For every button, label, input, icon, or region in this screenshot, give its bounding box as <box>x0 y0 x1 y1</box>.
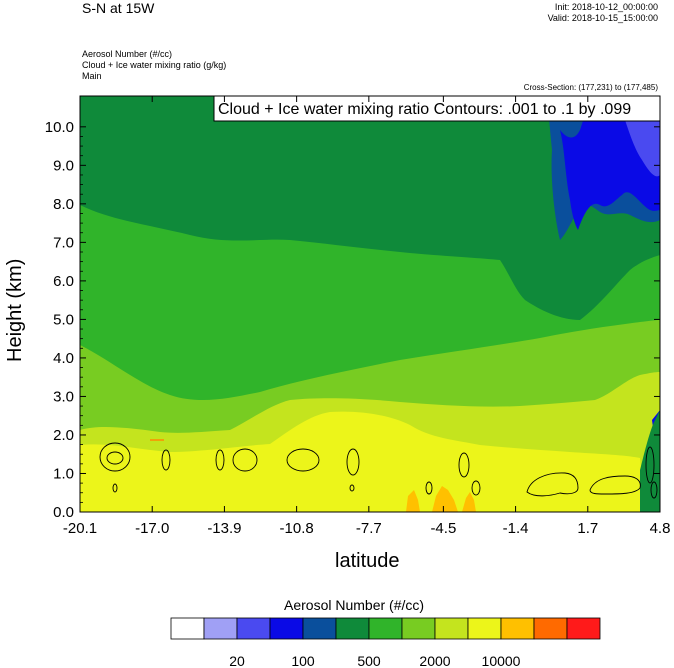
x-tick-label: 4.8 <box>650 520 671 537</box>
x-tick-label: -17.0 <box>135 520 169 537</box>
y-tick-label: 5.0 <box>53 311 74 328</box>
contour-15 <box>645 446 655 484</box>
colorbar-label: 100 <box>291 653 315 668</box>
contour-7 <box>286 448 320 472</box>
contour-9 <box>349 484 355 492</box>
field-aerosol: Aerosol Number (#/cc) <box>82 49 173 59</box>
shade-yellow <box>80 411 645 512</box>
shade-lower-right-green <box>640 410 660 512</box>
plot-title: S-N at 15W <box>82 0 155 16</box>
cross-section-label: Cross-Section: (177,231) to (177,485) <box>523 83 658 92</box>
colorbar-swatch <box>335 617 370 640</box>
x-tick-label: -20.1 <box>63 520 97 537</box>
y-tick-label: 7.0 <box>53 234 74 251</box>
y-axis: 0.0 1.0 2.0 3.0 4.0 5.0 6.0 7.0 8.0 9.0 10.0 <box>45 119 660 521</box>
colorbar-swatch <box>401 617 436 640</box>
colorbar-swatch <box>236 617 271 640</box>
colorbar-swatch <box>302 617 337 640</box>
contour-8 <box>346 448 360 476</box>
y-tick-label: 9.0 <box>53 157 74 174</box>
y-tick-label: 3.0 <box>53 388 74 405</box>
x-axis-label: latitude <box>335 550 400 572</box>
colorbar-swatch <box>269 617 304 640</box>
field-list: Aerosol Number (#/cc) Cloud + Ice water … <box>82 49 226 82</box>
contour-label-box <box>213 95 661 122</box>
colorbar-label: 500 <box>357 653 381 668</box>
field-cloud-ice: Cloud + Ice water mixing ratio (g/kg) <box>82 60 227 70</box>
x-tick-label: 1.7 <box>577 520 598 537</box>
y-tick-label: 8.0 <box>53 196 74 213</box>
contour-12 <box>471 480 481 496</box>
y-tick-label: 2.0 <box>53 427 74 444</box>
y-axis-label: Height (km) <box>4 258 26 362</box>
colorbar-swatch <box>434 617 469 640</box>
x-tick-label: -13.9 <box>207 520 241 537</box>
init-time: Init: 2018-10-12_00:00:00 <box>554 2 658 12</box>
colorbar-labels: 20 100 500 2000 10000 <box>229 653 520 668</box>
x-tick-label: -4.5 <box>430 520 456 537</box>
colorbar-label: 10000 <box>482 653 521 668</box>
colorbar-swatch <box>467 617 502 640</box>
contour-6 <box>232 448 258 472</box>
contour-13 <box>526 472 579 497</box>
colorbar <box>170 617 601 640</box>
colorbar-swatch <box>533 617 568 640</box>
contour-10 <box>425 481 433 495</box>
cloud-contours <box>99 442 658 499</box>
colorbar-swatch <box>170 617 205 640</box>
colorbar-title: Aerosol Number (#/cc) <box>284 597 425 613</box>
colorbar-swatch <box>500 617 535 640</box>
colorbar-swatch <box>368 617 403 640</box>
x-tick-label: -10.8 <box>280 520 314 537</box>
contour-5 <box>215 449 225 471</box>
y-tick-label: 4.0 <box>53 350 74 367</box>
contour-14 <box>589 475 641 495</box>
colorbar-swatch <box>203 617 238 640</box>
contour-label: Cloud + Ice water mixing ratio Contours:… <box>218 101 631 118</box>
contour-16 <box>650 481 658 499</box>
colorbar-label: 2000 <box>419 653 450 668</box>
contour-4 <box>161 449 171 471</box>
valid-time: Valid: 2018-10-15_15:00:00 <box>547 13 658 23</box>
colorbar-label: 20 <box>229 653 245 668</box>
contour-11 <box>458 452 470 478</box>
contour-1 <box>99 442 131 472</box>
contour-2 <box>106 451 124 465</box>
shade-orange-2 <box>432 486 458 512</box>
y-tick-label: 1.0 <box>53 465 74 482</box>
x-tick-label: -7.7 <box>356 520 382 537</box>
y-tick-label: 0.0 <box>53 504 74 521</box>
field-main: Main <box>82 71 102 81</box>
x-tick-label: -1.4 <box>503 520 529 537</box>
colorbar-swatch <box>566 617 601 640</box>
shade-orange-1 <box>406 490 420 512</box>
x-axis: -20.1 -17.0 -13.9 -10.8 -7.7 -4.5 -1.4 1.7 4.8 <box>63 96 671 537</box>
init-valid-times: Init: 2018-10-12_00:00:00 Valid: 2018-10… <box>548 2 658 24</box>
y-tick-label: 10.0 <box>45 119 74 136</box>
y-tick-label: 6.0 <box>53 273 74 290</box>
shade-orange-3 <box>462 492 476 512</box>
aerosol-shading <box>80 96 660 512</box>
contour-3 <box>112 483 118 493</box>
